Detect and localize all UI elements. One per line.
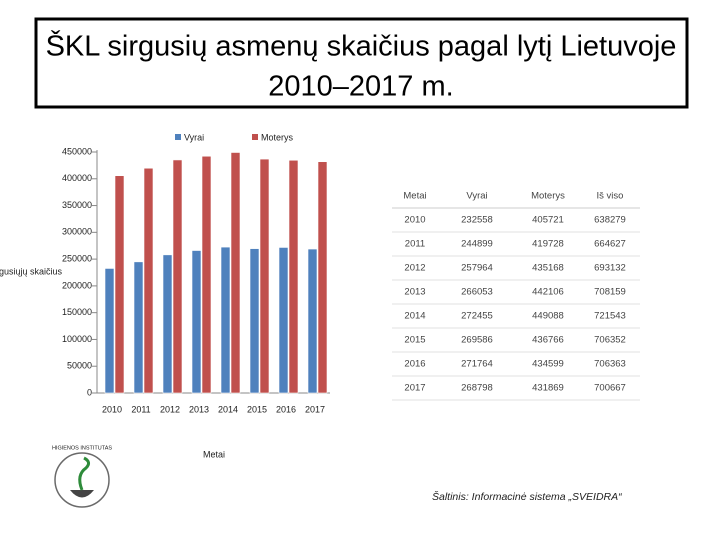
table-cell: 272455 — [461, 311, 493, 322]
table-cell: 449088 — [532, 311, 564, 322]
table-cell: 442106 — [532, 287, 564, 298]
y-tick-label: 0 — [87, 387, 92, 397]
table-cell: 706363 — [594, 359, 626, 370]
x-tick-label: 2013 — [189, 404, 209, 414]
legend-swatch — [252, 134, 258, 140]
x-tick-label: 2010 — [102, 404, 122, 414]
table-cell: 706352 — [594, 335, 626, 346]
table-cell: 2010 — [404, 215, 425, 226]
y-tick-label: 250000 — [62, 253, 92, 263]
table-cell: 2016 — [404, 359, 425, 370]
bar — [133, 261, 144, 394]
bar — [230, 152, 241, 394]
chart-title: 2010–2017 m. — [268, 71, 453, 103]
title-box — [34, 17, 689, 109]
table-header: Vyrai — [466, 191, 487, 202]
table-cell: 268798 — [461, 383, 493, 394]
table-cell: 708159 — [594, 287, 626, 298]
table-cell: 664627 — [594, 239, 626, 250]
logo: HIGIENOS INSTITUTAS — [52, 445, 112, 508]
x-tick-label: 2012 — [160, 404, 180, 414]
bar — [317, 161, 328, 394]
y-tick-label: 100000 — [62, 334, 92, 344]
table-cell: 2014 — [404, 311, 425, 322]
table-cell: 266053 — [461, 287, 493, 298]
table-cell: 2013 — [404, 287, 425, 298]
table-cell: 232558 — [461, 215, 493, 226]
table-cell: 2011 — [405, 239, 425, 250]
table-header: Iš viso — [597, 191, 624, 202]
table-cell: 405721 — [532, 215, 564, 226]
logo-plant — [78, 456, 91, 491]
table-cell: 435168 — [532, 263, 564, 274]
y-tick-label: 150000 — [62, 307, 92, 317]
logo-bowl — [70, 490, 94, 498]
bar — [288, 159, 299, 394]
table-cell: 271764 — [461, 359, 493, 370]
bar — [220, 246, 231, 394]
x-tick-label: 2011 — [131, 404, 150, 414]
table-cell: 419728 — [532, 239, 564, 250]
table-cell: 434599 — [532, 359, 564, 370]
bar — [191, 250, 202, 394]
table-cell: 257964 — [461, 263, 493, 274]
table-cell: 244899 — [461, 239, 493, 250]
table-cell: 431869 — [532, 383, 564, 394]
bar — [259, 158, 270, 394]
table-cell: 721543 — [594, 311, 626, 322]
y-tick-label: 300000 — [62, 227, 92, 237]
table-cell: 436766 — [532, 335, 564, 346]
y-tick-label: 50000 — [67, 361, 92, 371]
table-cell: 2015 — [404, 335, 425, 346]
table-cell: 693132 — [594, 263, 626, 274]
table-header: Moterys — [531, 191, 565, 202]
table-header: Metai — [403, 191, 426, 202]
bar — [104, 268, 115, 394]
bar — [143, 167, 154, 394]
y-tick-label: 450000 — [62, 146, 92, 156]
legend-label: Vyrai — [184, 132, 204, 142]
x-tick-label: 2015 — [247, 404, 267, 414]
logo-ring — [54, 452, 110, 508]
table-cell: 2017 — [404, 383, 425, 394]
y-axis-label: Sirgusiųjų skaičius — [0, 266, 62, 276]
x-axis-label: Metai — [203, 449, 225, 459]
table-cell: 269586 — [461, 335, 493, 346]
table-cell: 700667 — [594, 383, 626, 394]
logo-text: HIGIENOS INSTITUTAS — [52, 445, 112, 451]
x-tick-label: 2014 — [218, 404, 238, 414]
legend-label: Moterys — [261, 132, 294, 142]
bar — [162, 254, 173, 394]
y-tick-label: 400000 — [62, 173, 92, 183]
source: Šaltinis: Informacinė sistema „SVEIDRA“ — [432, 490, 622, 503]
legend-swatch — [175, 134, 181, 140]
bar — [114, 175, 125, 394]
bar — [249, 248, 260, 394]
table-cell: 638279 — [594, 215, 626, 226]
x-tick-label: 2017 — [305, 404, 325, 414]
bar — [172, 159, 183, 394]
y-tick-label: 350000 — [62, 200, 92, 210]
bar — [307, 248, 318, 394]
y-tick-label: 200000 — [62, 280, 92, 290]
chart-title: ŠKL sirgusių asmenų skaičius pagal lytį … — [46, 29, 677, 63]
bar — [201, 155, 212, 394]
table-cell: 2012 — [404, 263, 425, 274]
bar — [278, 247, 289, 394]
x-tick-label: 2016 — [276, 404, 296, 414]
